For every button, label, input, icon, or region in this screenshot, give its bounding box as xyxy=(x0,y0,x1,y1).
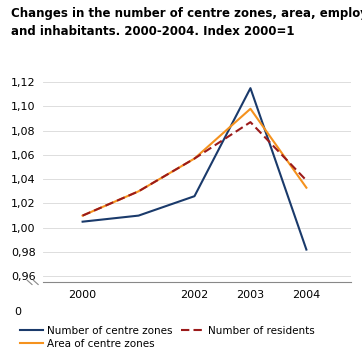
Area of centre zones xyxy=(192,156,197,161)
Number of residents xyxy=(248,120,253,124)
Number of centre zones xyxy=(248,86,253,90)
Area of centre zones xyxy=(304,185,308,190)
Area of centre zones xyxy=(248,107,253,111)
Line: Area of centre zones: Area of centre zones xyxy=(83,109,306,216)
Number of residents xyxy=(80,214,85,218)
Legend: Number of centre zones, Area of centre zones, Number of residents: Number of centre zones, Area of centre z… xyxy=(16,322,319,353)
Text: Changes in the number of centre zones, area, employees: Changes in the number of centre zones, a… xyxy=(11,7,362,20)
Number of residents xyxy=(136,189,141,194)
Text: 0: 0 xyxy=(14,307,21,317)
Number of residents xyxy=(304,178,308,182)
Number of centre zones xyxy=(304,247,308,252)
Number of centre zones xyxy=(192,194,197,198)
Number of centre zones xyxy=(80,219,85,224)
Number of residents xyxy=(192,156,197,161)
Number of centre zones xyxy=(136,214,141,218)
Text: and inhabitants. 2000-2004. Index 2000=1: and inhabitants. 2000-2004. Index 2000=1 xyxy=(11,25,294,38)
Line: Number of centre zones: Number of centre zones xyxy=(83,88,306,249)
Line: Number of residents: Number of residents xyxy=(83,122,306,216)
Area of centre zones xyxy=(80,214,85,218)
Area of centre zones xyxy=(136,189,141,194)
